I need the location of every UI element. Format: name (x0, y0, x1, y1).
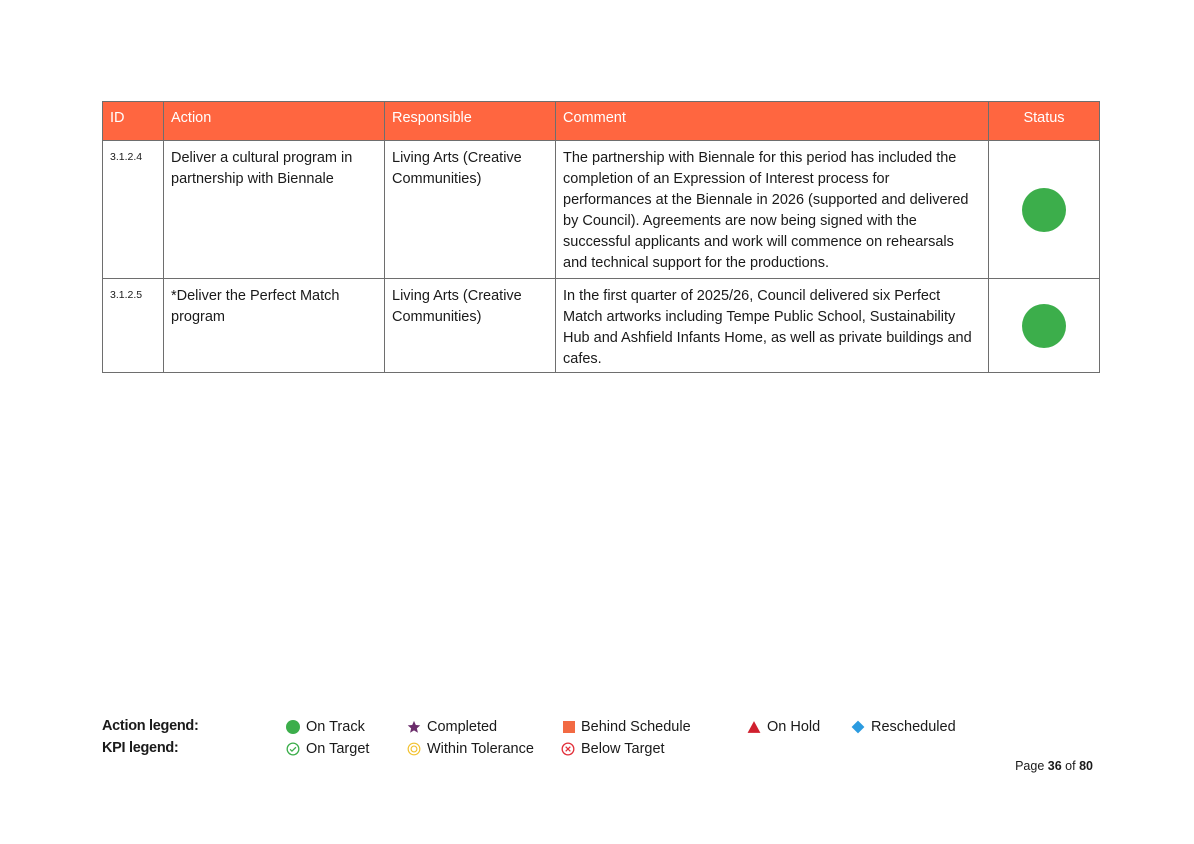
page-prefix: Page (1015, 759, 1045, 773)
legend-on-target: On Target (286, 740, 369, 758)
page-total: 80 (1079, 759, 1093, 773)
legend-completed: Completed (407, 718, 497, 736)
page-of: of (1065, 759, 1076, 773)
cell-action: *Deliver the Perfect Match program (163, 278, 385, 373)
green-circle-icon (286, 720, 300, 734)
yellow-ring-icon (407, 742, 421, 756)
table-header-row: ID Action Responsible Comment Status (102, 101, 1100, 141)
green-check-circle-icon (286, 742, 300, 756)
cell-id: 3.1.2.5 (102, 278, 164, 373)
header-comment: Comment (555, 101, 989, 141)
legend-on-track-label: On Track (306, 719, 365, 735)
cell-action: Deliver a cultural program in partnershi… (163, 140, 385, 279)
red-triangle-icon (747, 720, 761, 734)
actions-table: ID Action Responsible Comment Status 3.1… (102, 101, 1100, 373)
page-number: Page 36 of 80 (1015, 759, 1093, 773)
orange-square-icon (563, 721, 575, 733)
action-legend-label: Action legend: (102, 718, 199, 734)
table-row: 3.1.2.5 *Deliver the Perfect Match progr… (102, 278, 1100, 373)
legend-behind-schedule: Behind Schedule (563, 718, 691, 736)
cell-status (988, 278, 1100, 373)
table-row: 3.1.2.4 Deliver a cultural program in pa… (102, 140, 1100, 279)
legend-on-track: On Track (286, 718, 365, 736)
legend-below-target-label: Below Target (581, 741, 665, 757)
cell-responsible: Living Arts (Creative Communities) (384, 278, 556, 373)
on-track-status-icon (1022, 187, 1066, 232)
legend-below-target: Below Target (561, 740, 665, 758)
purple-star-icon (407, 720, 421, 734)
on-track-status-icon (1022, 303, 1066, 348)
cell-id: 3.1.2.4 (102, 140, 164, 279)
legend-on-target-label: On Target (306, 741, 370, 757)
cell-responsible: Living Arts (Creative Communities) (384, 140, 556, 279)
legend-completed-label: Completed (427, 719, 498, 735)
cell-status (988, 140, 1100, 279)
kpi-legend-label: KPI legend: (102, 740, 179, 756)
red-x-circle-icon (561, 742, 575, 756)
legend-within-tolerance: Within Tolerance (407, 740, 534, 758)
header-status: Status (988, 101, 1100, 141)
header-id: ID (102, 101, 164, 141)
header-action: Action (163, 101, 385, 141)
cell-comment: The partnership with Biennale for this p… (555, 140, 989, 279)
legend-rescheduled-label: Rescheduled (871, 719, 956, 735)
header-responsible: Responsible (384, 101, 556, 141)
legend-rescheduled: Rescheduled (851, 718, 956, 736)
page-current: 36 (1047, 759, 1062, 773)
cell-comment: In the first quarter of 2025/26, Council… (555, 278, 989, 373)
blue-diamond-icon (851, 720, 865, 734)
legend-on-hold: On Hold (747, 718, 820, 736)
legend-behind-schedule-label: Behind Schedule (581, 719, 691, 735)
legend-within-tolerance-label: Within Tolerance (427, 741, 534, 757)
legend-on-hold-label: On Hold (767, 719, 821, 735)
